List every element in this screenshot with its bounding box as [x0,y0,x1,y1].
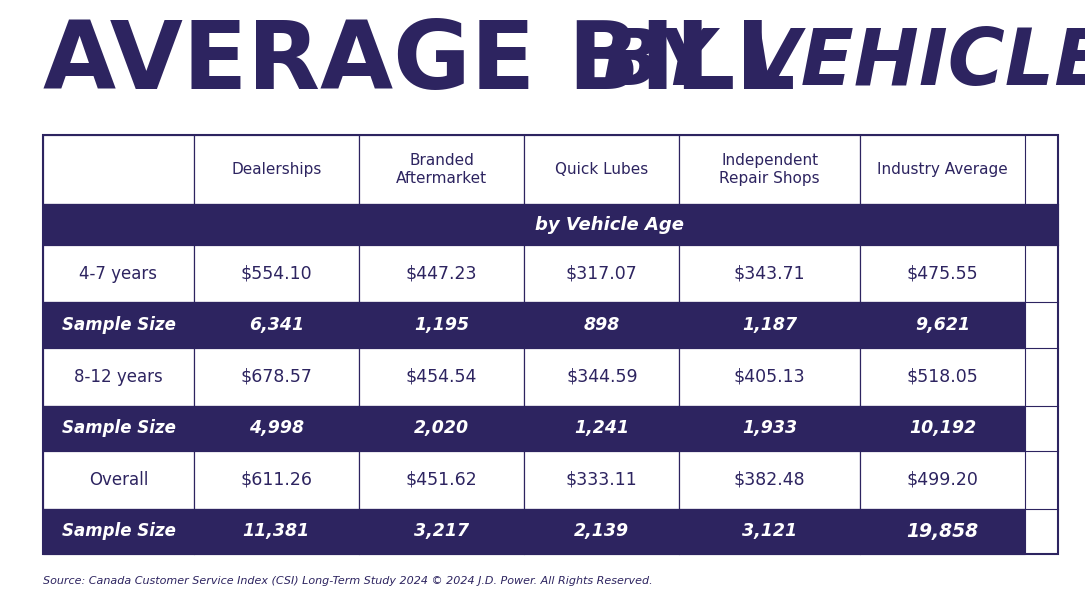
Text: 8-12 years: 8-12 years [74,368,163,386]
Text: AVERAGE BILL: AVERAGE BILL [43,17,796,109]
Bar [679,509,860,554]
Bar [679,302,860,348]
Bar [524,245,679,302]
Text: $343.71: $343.71 [733,265,805,283]
Text: $333.11: $333.11 [566,471,638,489]
Text: 6,341: 6,341 [248,316,304,334]
Bar [193,406,359,451]
Text: 10,192: 10,192 [909,419,977,437]
Bar [43,302,193,348]
Bar [860,509,1025,554]
Text: 4,998: 4,998 [248,419,304,437]
Text: BY VEHICLE AGE: BY VEHICLE AGE [575,25,1085,101]
Text: Independent
Repair Shops: Independent Repair Shops [719,153,820,186]
Text: 4-7 years: 4-7 years [79,265,157,283]
Text: Source: Canada Customer Service Index (CSI) Long-Term Study 2024 © 2024 J.D. Pow: Source: Canada Customer Service Index (C… [43,576,653,586]
Text: $611.26: $611.26 [240,471,312,489]
Bar [43,348,193,406]
Bar [679,348,860,406]
Bar [359,406,524,451]
Text: 898: 898 [584,316,620,334]
Bar [359,348,524,406]
Bar [679,245,860,302]
Bar [860,245,1025,302]
Bar [679,135,860,204]
Text: $678.57: $678.57 [240,368,312,386]
Bar [359,302,524,348]
Text: 11,381: 11,381 [243,522,310,540]
Bar [43,135,193,204]
Bar [193,509,359,554]
Bar [524,406,679,451]
Bar [524,451,679,509]
Text: $447.23: $447.23 [406,265,477,283]
Text: $518.05: $518.05 [907,368,979,386]
Text: Branded
Aftermarket: Branded Aftermarket [396,153,487,186]
Text: 3,217: 3,217 [414,522,469,540]
Text: 19,858: 19,858 [907,522,979,541]
Text: 1,187: 1,187 [742,316,797,334]
Text: 1,241: 1,241 [574,419,629,437]
Text: $451.62: $451.62 [406,471,477,489]
Bar [679,406,860,451]
Bar [43,451,193,509]
Bar [524,302,679,348]
Bar [193,302,359,348]
Bar [43,135,1058,554]
Text: 2,020: 2,020 [414,419,469,437]
Bar [359,509,524,554]
Text: Quick Lubes: Quick Lubes [556,162,649,177]
Text: $499.20: $499.20 [907,471,979,489]
Bar [359,451,524,509]
Bar [43,406,193,451]
Bar [524,135,679,204]
Text: $382.48: $382.48 [733,471,805,489]
Text: Sample Size: Sample Size [62,316,176,334]
Text: 3,121: 3,121 [742,522,797,540]
Text: Sample Size: Sample Size [62,522,176,540]
Bar [359,245,524,302]
Text: 9,621: 9,621 [915,316,970,334]
Text: 2,139: 2,139 [574,522,629,540]
Bar [43,245,193,302]
Bar [43,204,1058,245]
Text: Overall: Overall [89,471,149,489]
Bar [193,348,359,406]
Text: Dealerships: Dealerships [231,162,321,177]
Bar [679,451,860,509]
Bar [860,348,1025,406]
Text: 1,195: 1,195 [414,316,469,334]
Text: by Vehicle Age: by Vehicle Age [535,216,684,234]
Text: Industry Average: Industry Average [878,162,1008,177]
Bar [193,451,359,509]
Bar [860,406,1025,451]
Text: Sample Size: Sample Size [62,419,176,437]
Text: $454.54: $454.54 [406,368,477,386]
Text: 1,933: 1,933 [742,419,797,437]
Bar [860,451,1025,509]
Bar [860,302,1025,348]
Text: $475.55: $475.55 [907,265,979,283]
Text: $405.13: $405.13 [733,368,805,386]
Bar [193,135,359,204]
Bar [359,135,524,204]
Bar [524,348,679,406]
Bar [524,509,679,554]
Bar [860,135,1025,204]
Text: $554.10: $554.10 [241,265,312,283]
Text: $317.07: $317.07 [566,265,638,283]
Bar [193,245,359,302]
Text: $344.59: $344.59 [566,368,638,386]
Bar [43,509,193,554]
